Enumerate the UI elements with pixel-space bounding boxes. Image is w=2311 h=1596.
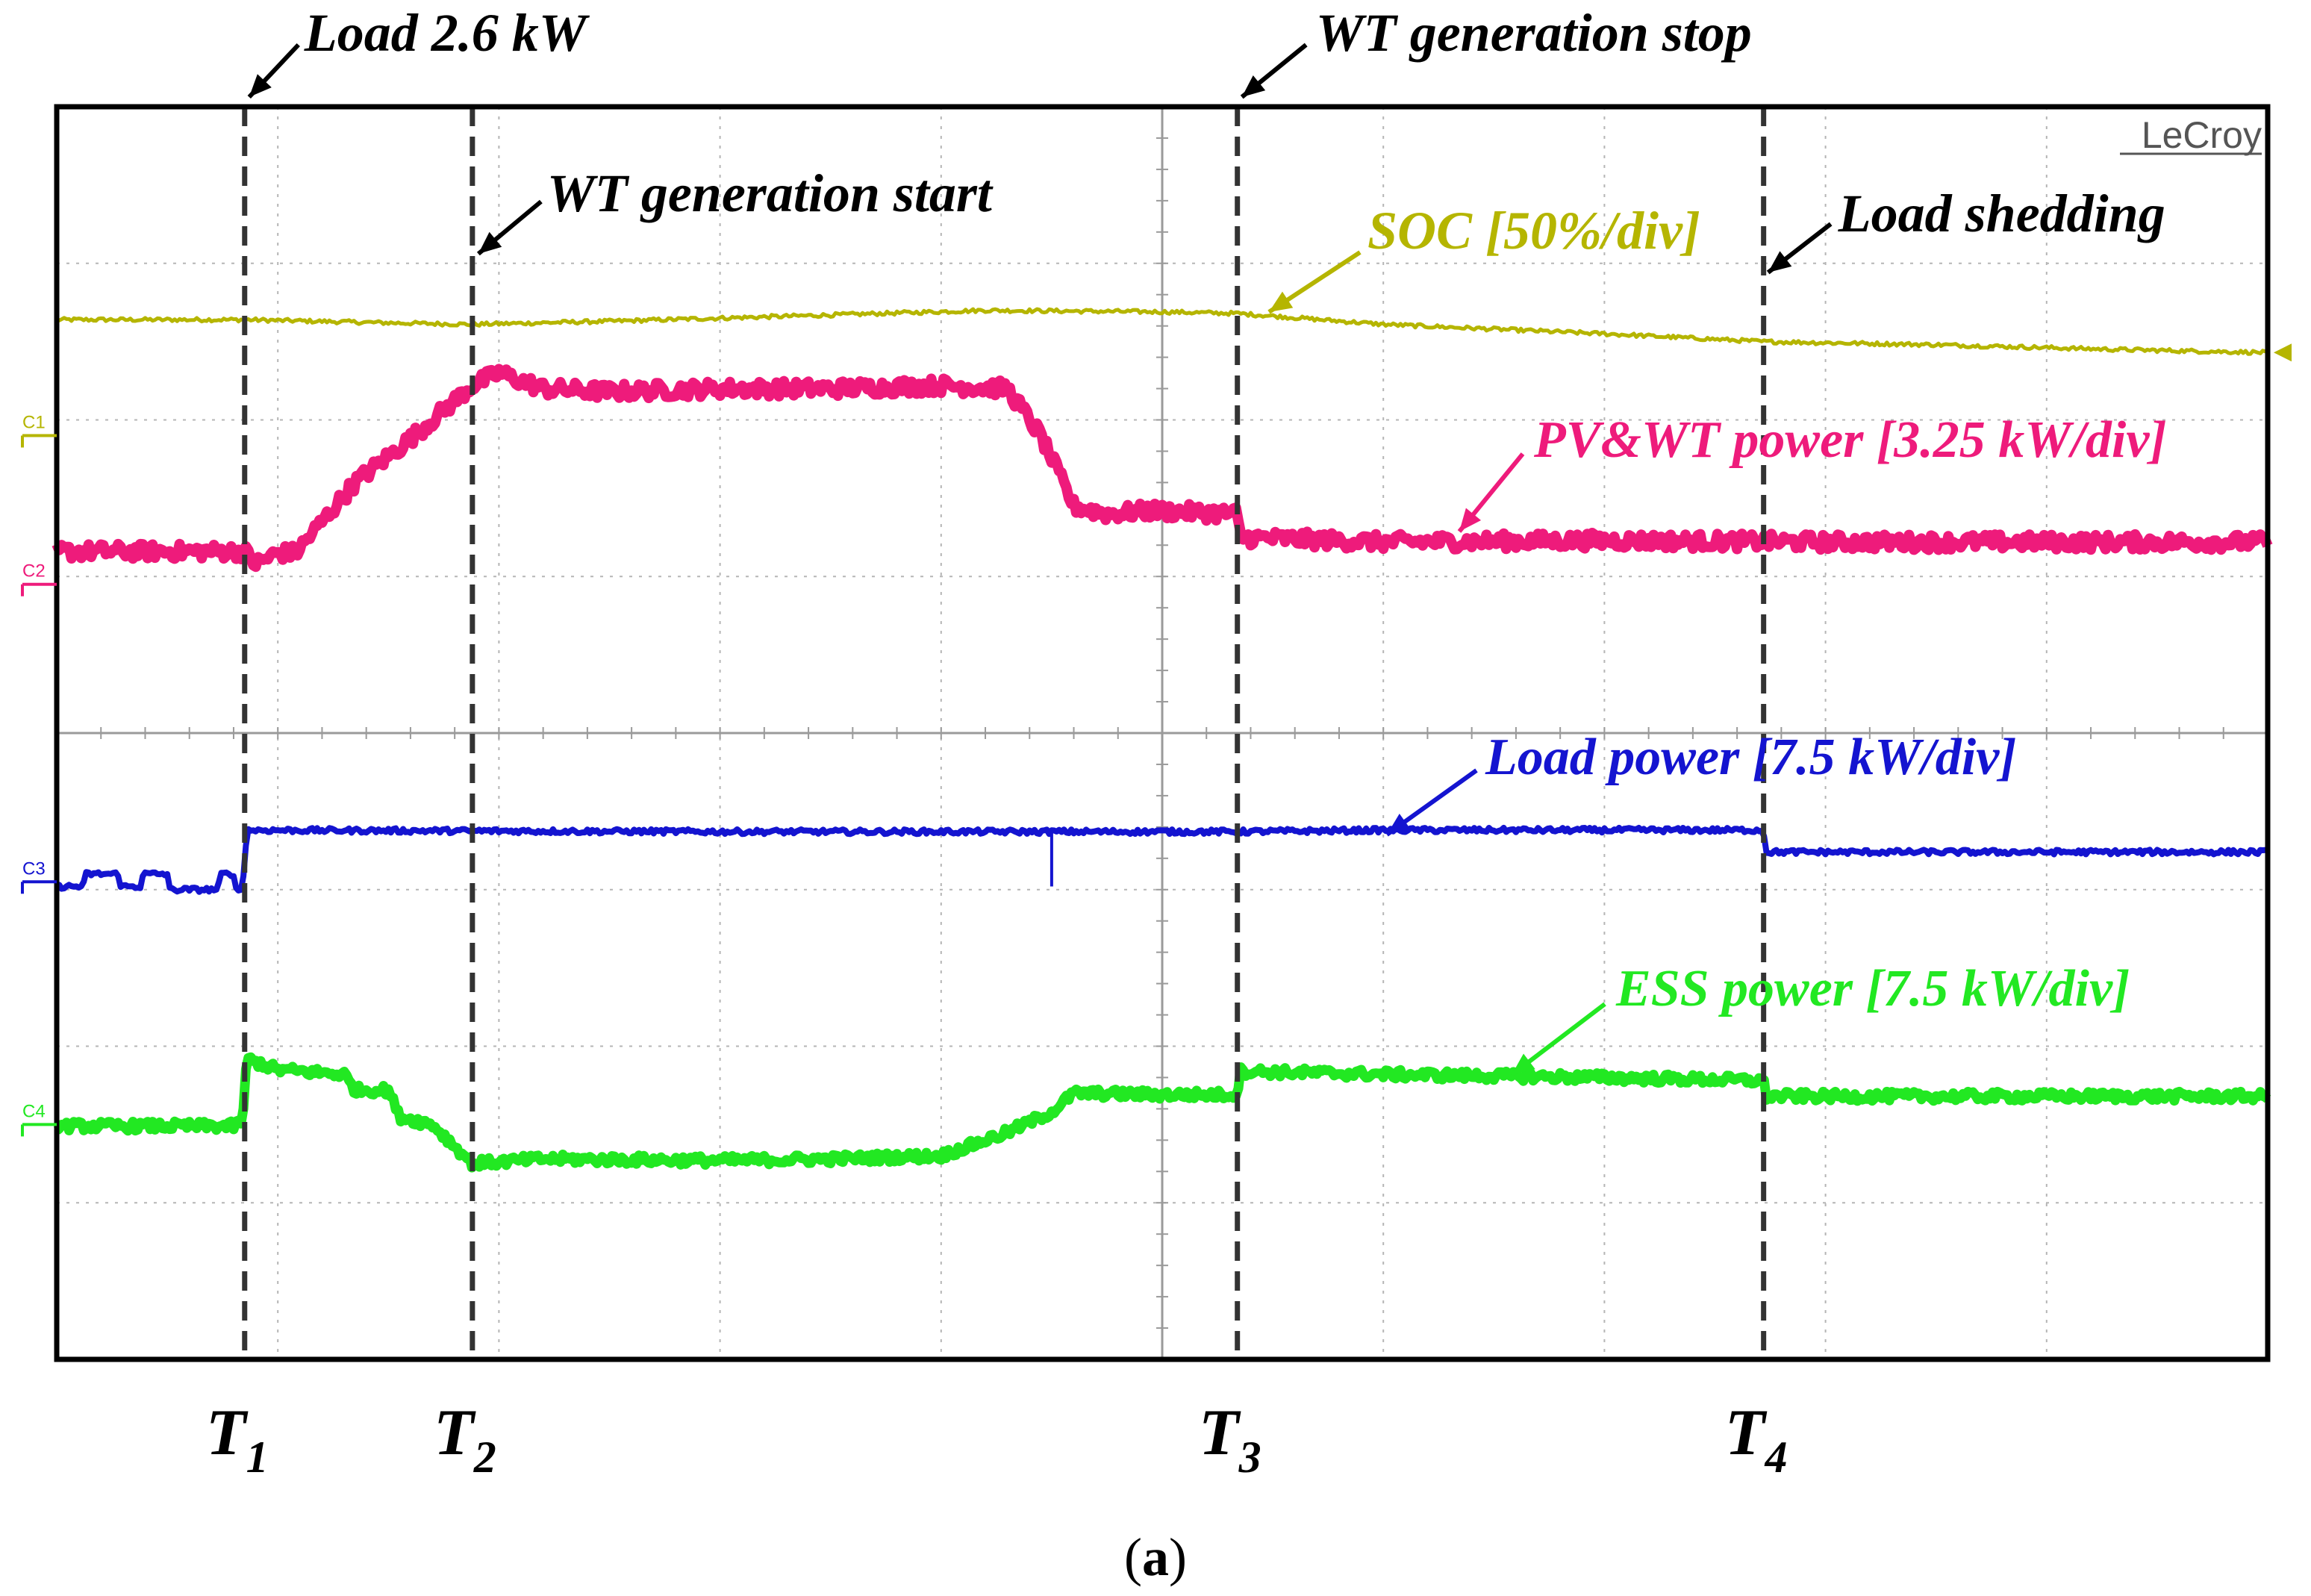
time-marker-label: T1 xyxy=(206,1397,269,1482)
series-label-pvwt: PV&WT power [3.25 kW/div] xyxy=(1533,411,2167,469)
annotation-arrowhead xyxy=(1768,251,1792,272)
event-label-wt-start: WT generation start xyxy=(547,163,994,223)
channel-labels: C1 C2 C3 C4 xyxy=(21,343,2292,1137)
brand-label: LeCroy xyxy=(2142,114,2262,156)
annotation-arrowhead xyxy=(1269,291,1294,312)
channel-marker-label: C2 xyxy=(22,561,46,582)
annotation-arrowhead xyxy=(1459,508,1482,532)
channel-marker-label: C4 xyxy=(22,1101,46,1121)
annotation-arrowhead xyxy=(1241,75,1266,97)
time-marker-label: T4 xyxy=(1725,1397,1788,1482)
trace-c2 xyxy=(52,364,2273,573)
series-label-soc: SOC [50%/div] xyxy=(1367,201,1700,261)
annotations: Load 2.6 kW WT generation start WT generat… xyxy=(247,3,2167,1077)
annotation-arrowhead xyxy=(478,231,502,254)
plot-frame xyxy=(54,104,2271,1362)
annotation-arrowhead xyxy=(1512,1053,1535,1075)
channel-marker-label: C3 xyxy=(22,858,46,879)
traces xyxy=(52,307,2273,1173)
trigger-level-marker xyxy=(2274,343,2292,362)
time-markers: T1 T2 T3 T4 xyxy=(206,107,1788,1482)
annotation-arrowhead xyxy=(249,74,272,97)
event-label-load: Load 2.6 kW xyxy=(304,3,590,63)
trace-c3 xyxy=(56,824,2268,895)
event-label-wt-stop: WT generation stop xyxy=(1316,3,1752,63)
caption-open: ( xyxy=(1124,1527,1142,1587)
caption-close: ) xyxy=(1169,1527,1187,1587)
series-label-ess: ESS power [7.5 kW/div] xyxy=(1615,960,2130,1017)
time-marker-label: T2 xyxy=(434,1397,496,1482)
time-marker-label: T3 xyxy=(1199,1397,1261,1482)
caption-letter: a xyxy=(1142,1527,1169,1587)
trace-c4 xyxy=(53,1052,2271,1173)
event-label-load-shedding: Load shedding xyxy=(1838,184,2165,243)
series-label-load: Load power [7.5 kW/div] xyxy=(1485,729,2017,786)
figure-caption: (a) xyxy=(1124,1527,1187,1587)
annotation-arrowhead xyxy=(1387,813,1411,835)
grid xyxy=(56,106,2268,1360)
channel-marker-label: C1 xyxy=(22,412,46,432)
trace-c1 xyxy=(55,307,2268,356)
